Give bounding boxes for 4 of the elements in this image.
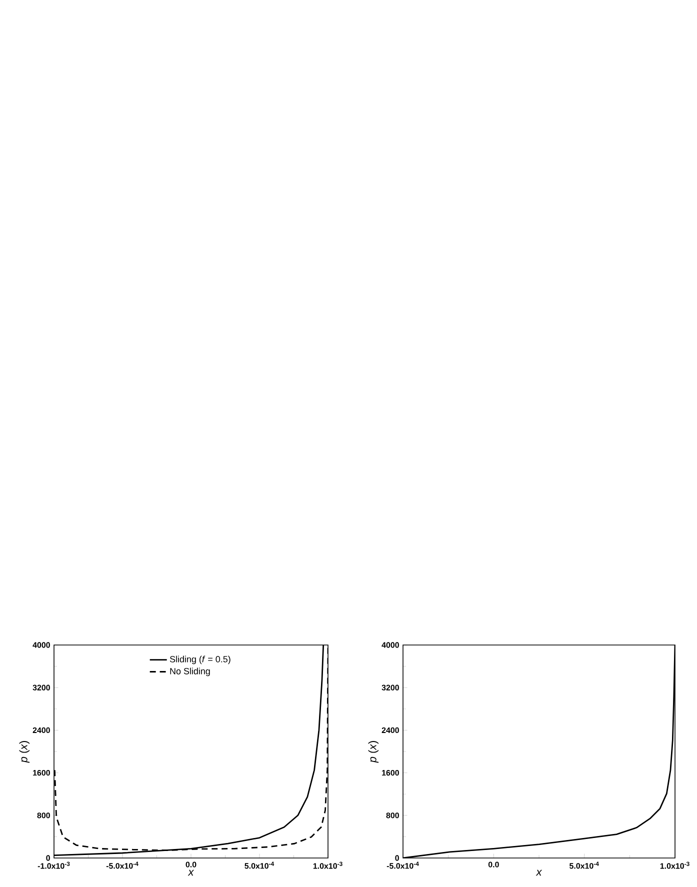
legend-label: Sliding (f = 0.5) bbox=[170, 656, 230, 664]
x-axis-title: x bbox=[188, 870, 194, 876]
x-axis-title: x bbox=[536, 870, 542, 876]
legend-label: No Sliding bbox=[170, 668, 210, 676]
